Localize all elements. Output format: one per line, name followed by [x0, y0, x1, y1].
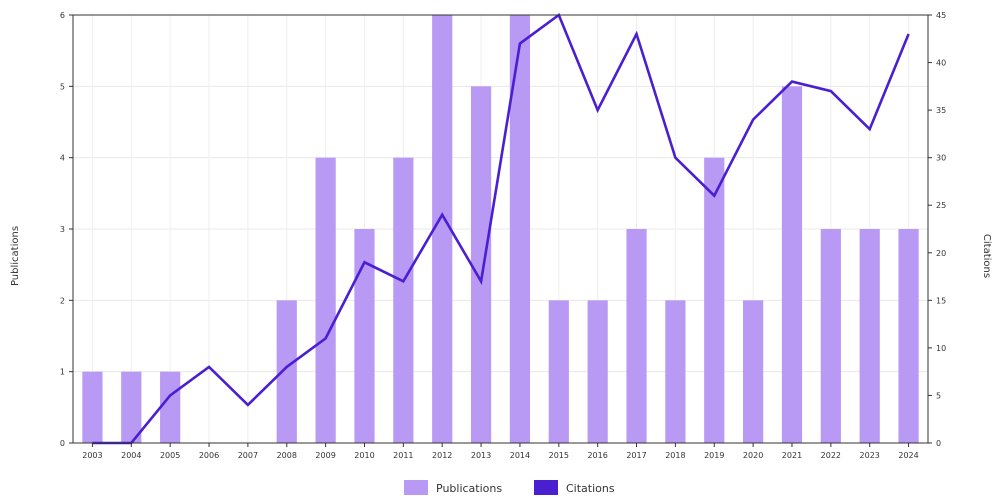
- line-citations: [92, 12, 910, 445]
- y-tick-label-left: 1: [60, 368, 65, 377]
- x-tick-label: 2010: [354, 451, 374, 460]
- y-tick-label-right: 20: [936, 249, 946, 258]
- y-tick-label-right: 10: [936, 344, 946, 353]
- x-tick-label: 2006: [199, 451, 219, 460]
- bar-publications: [781, 86, 803, 443]
- bar-publications: [743, 300, 764, 443]
- y-tick-label-left: 2: [60, 296, 65, 305]
- x-tick-label: 2011: [393, 451, 413, 460]
- y-tick-label-left: 5: [60, 82, 65, 91]
- x-tick-label: 2013: [471, 451, 491, 460]
- y-tick-label-right: 45: [936, 11, 946, 20]
- bar-publications: [354, 229, 375, 443]
- x-tick-label: 2018: [665, 451, 685, 460]
- legend-swatch-citations: [534, 480, 558, 495]
- legend-label-citations: Citations: [566, 482, 615, 495]
- y-tick-label-right: 5: [936, 391, 941, 400]
- x-tick-label: 2023: [860, 451, 880, 460]
- legend-swatch-publications: [404, 480, 428, 495]
- bar-publications: [393, 157, 414, 443]
- y-tick-label-right: 25: [936, 201, 946, 210]
- x-tick-label: 2014: [510, 451, 530, 460]
- axes: [69, 14, 932, 447]
- x-tick-label: 2016: [587, 451, 607, 460]
- y-tick-label-right: 0: [936, 439, 941, 448]
- y-tick-label-left: 6: [60, 11, 65, 20]
- x-tick-label: 2007: [238, 451, 258, 460]
- bar-publications: [121, 371, 142, 443]
- bar-publications: [160, 371, 181, 443]
- y-tick-label-right: 30: [936, 154, 946, 163]
- bar-publications: [470, 86, 492, 443]
- legend-label-publications: Publications: [436, 482, 502, 495]
- y-axis-title-right: Citations: [981, 234, 992, 278]
- bar-publications: [432, 15, 453, 443]
- bar-publications: [704, 157, 725, 443]
- y-tick-label-right: 35: [936, 106, 946, 115]
- x-tick-label: 2017: [626, 451, 646, 460]
- bar-publications: [82, 371, 103, 443]
- y-tick-label-left: 4: [60, 154, 65, 163]
- y-tick-label-right: 15: [936, 296, 946, 305]
- x-tick-label: 2019: [704, 451, 724, 460]
- bar-publications: [626, 229, 647, 443]
- bar-publications: [548, 300, 569, 443]
- bar-publications: [587, 300, 608, 443]
- publications-bars: [82, 15, 919, 443]
- x-tick-label: 2015: [549, 451, 569, 460]
- x-tick-label: 2024: [898, 451, 918, 460]
- y-axis-title-left: Publications: [10, 226, 21, 286]
- bar-publications: [898, 229, 919, 443]
- bar-publications: [315, 157, 336, 443]
- x-tick-label: 2004: [121, 451, 141, 460]
- bar-publications: [820, 229, 841, 443]
- x-tick-label: 2021: [782, 451, 802, 460]
- x-tick-label: 2008: [277, 451, 297, 460]
- x-tick-label: 2012: [432, 451, 452, 460]
- bar-publications: [276, 300, 297, 443]
- bar-publications: [509, 15, 531, 443]
- x-tick-label: 2003: [82, 451, 102, 460]
- y-tick-label-left: 3: [60, 225, 65, 234]
- x-tick-label: 2005: [160, 451, 180, 460]
- y-tick-label-right: 40: [936, 59, 946, 68]
- x-tick-label: 2020: [743, 451, 763, 460]
- y-tick-label-left: 0: [60, 439, 65, 448]
- x-tick-label: 2022: [821, 451, 841, 460]
- bar-publications: [859, 229, 880, 443]
- legend: Publications Citations: [404, 480, 615, 495]
- x-tick-label: 2009: [315, 451, 335, 460]
- bar-publications: [665, 300, 686, 443]
